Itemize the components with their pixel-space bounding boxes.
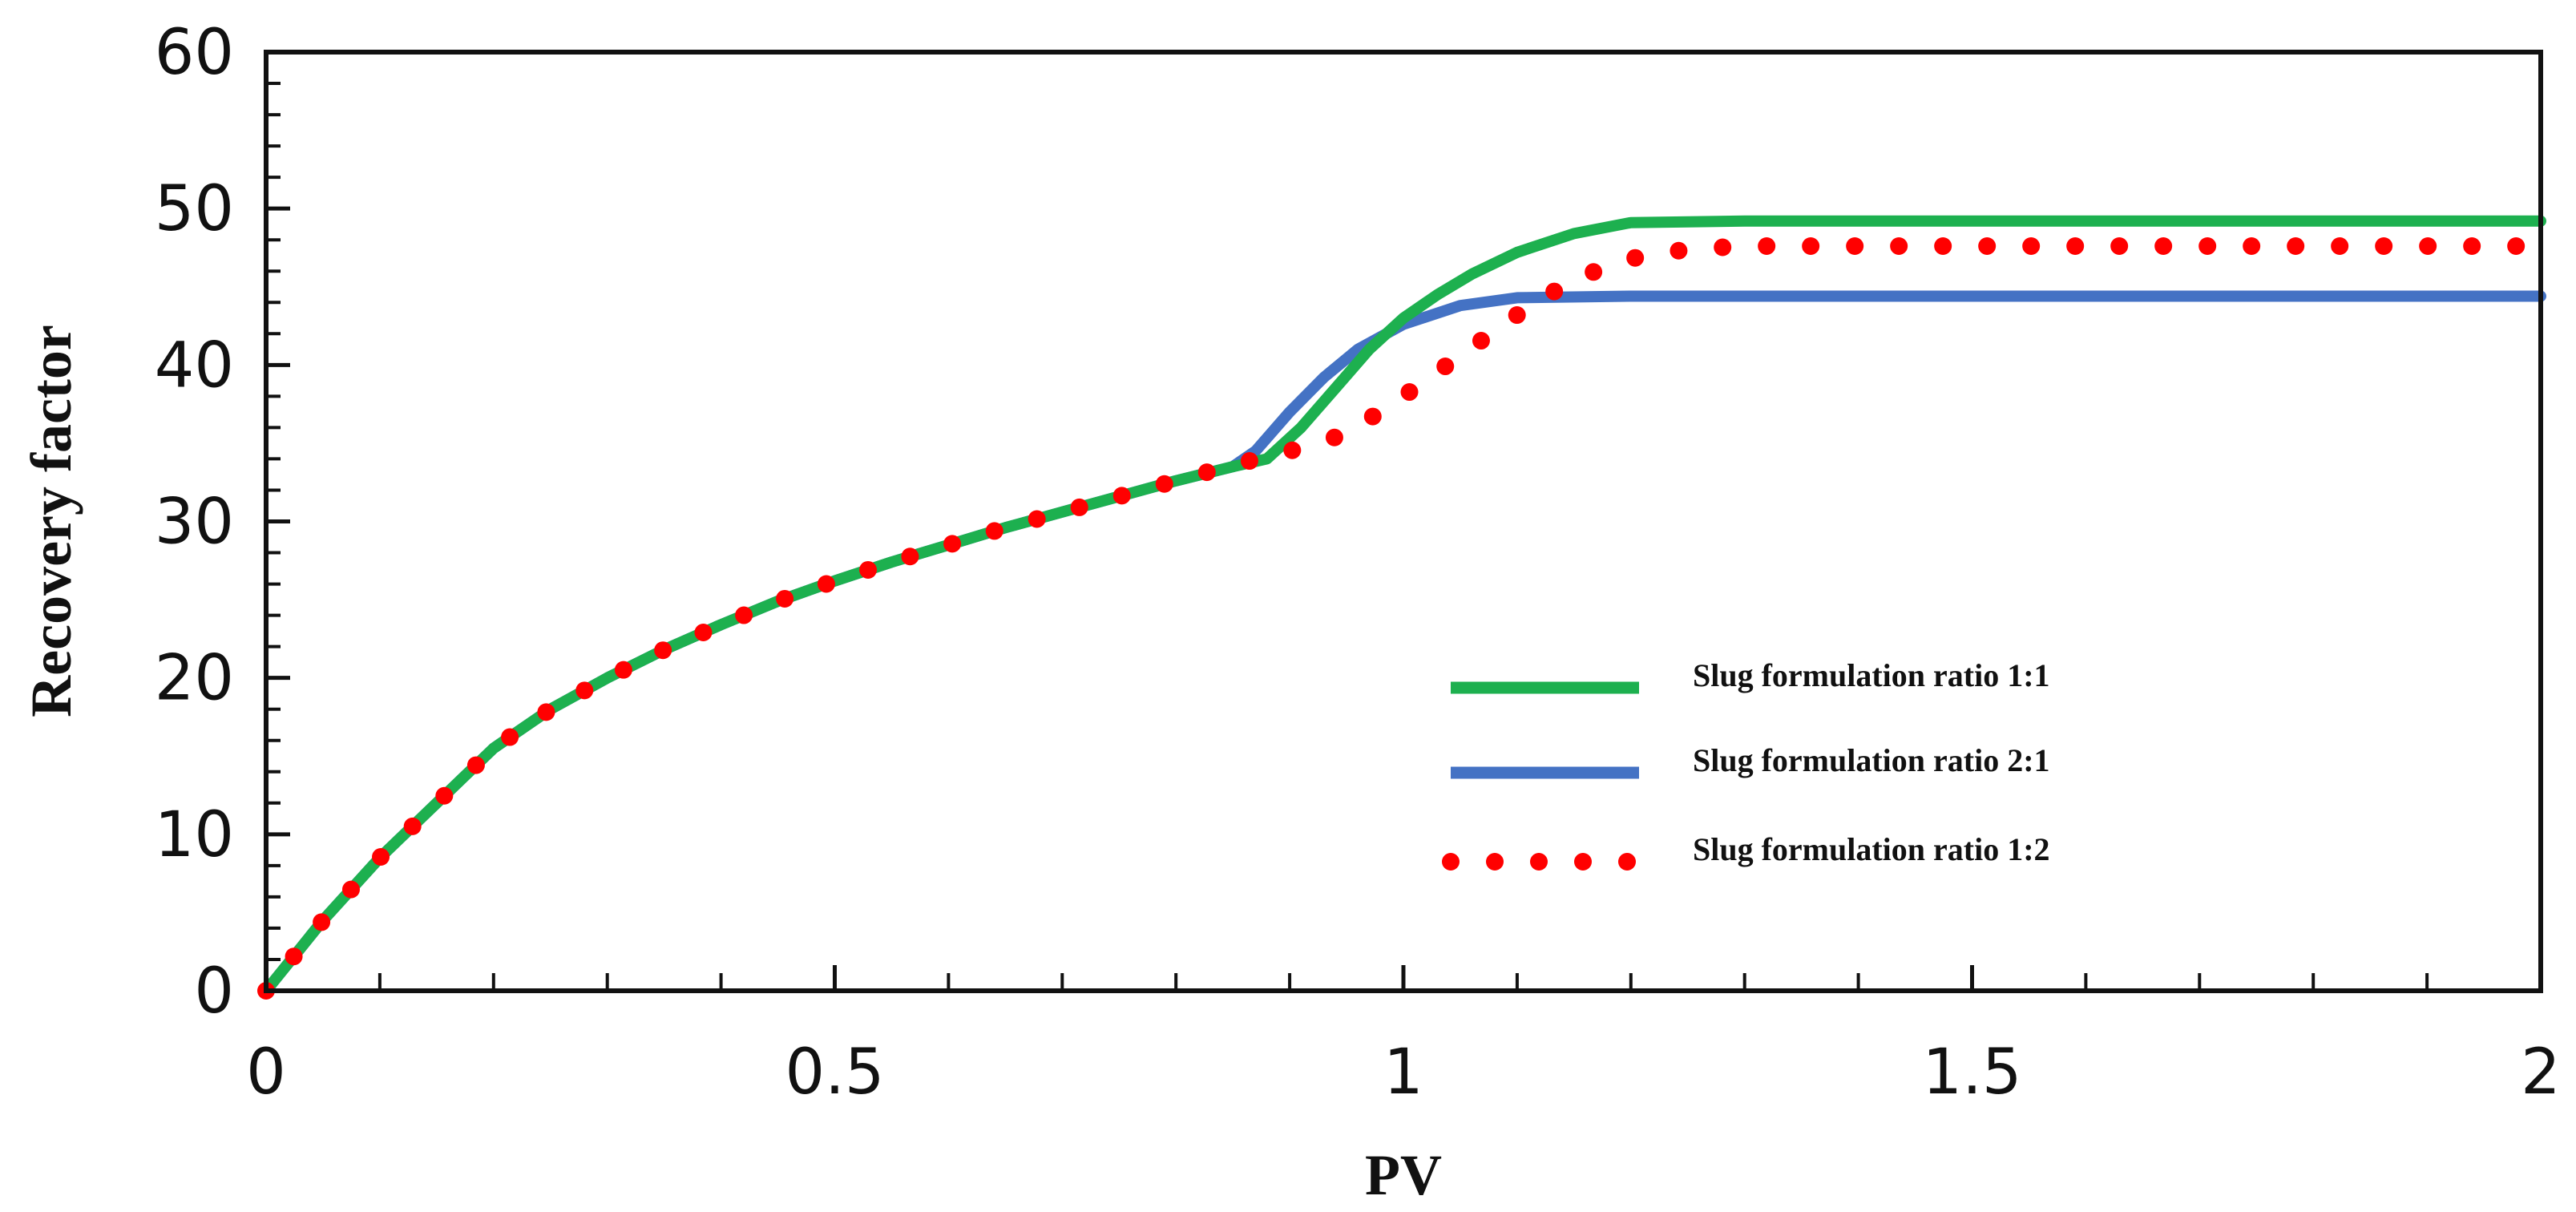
series-line-slug-formulation-ratio-1-2 [257, 237, 2550, 1000]
plot-frame [264, 50, 2543, 993]
legend: Slug formulation ratio 1:1 Slug formulati… [1442, 657, 2050, 871]
x-tick-label: 1.5 [1922, 1036, 2021, 1109]
y-tick-label: 50 [155, 173, 234, 245]
y-tick-label: 10 [155, 799, 234, 871]
y-tick-label: 40 [155, 329, 234, 402]
y-tick-label: 30 [155, 487, 234, 559]
x-tick-label: 1 [1383, 1036, 1423, 1109]
legend-label: Slug formulation ratio 1:1 [1693, 657, 2050, 693]
x-tick-label: 0.5 [785, 1036, 884, 1109]
y-tick-label: 20 [155, 643, 234, 715]
x-tick-label: 2 [2521, 1036, 2561, 1109]
x-tick-label: 0 [246, 1036, 286, 1109]
legend-label: Slug formulation ratio 1:2 [1693, 831, 2050, 867]
legend-label: Slug formulation ratio 2:1 [1693, 742, 2050, 778]
series-line-slug-formulation-ratio-1-1 [260, 215, 2546, 996]
y-tick-label: 60 [155, 17, 234, 89]
y-axis-title: Recovery factor [19, 325, 83, 717]
y-tick-label: 0 [194, 955, 234, 1028]
x-axis-title: PV [1365, 1143, 1442, 1207]
